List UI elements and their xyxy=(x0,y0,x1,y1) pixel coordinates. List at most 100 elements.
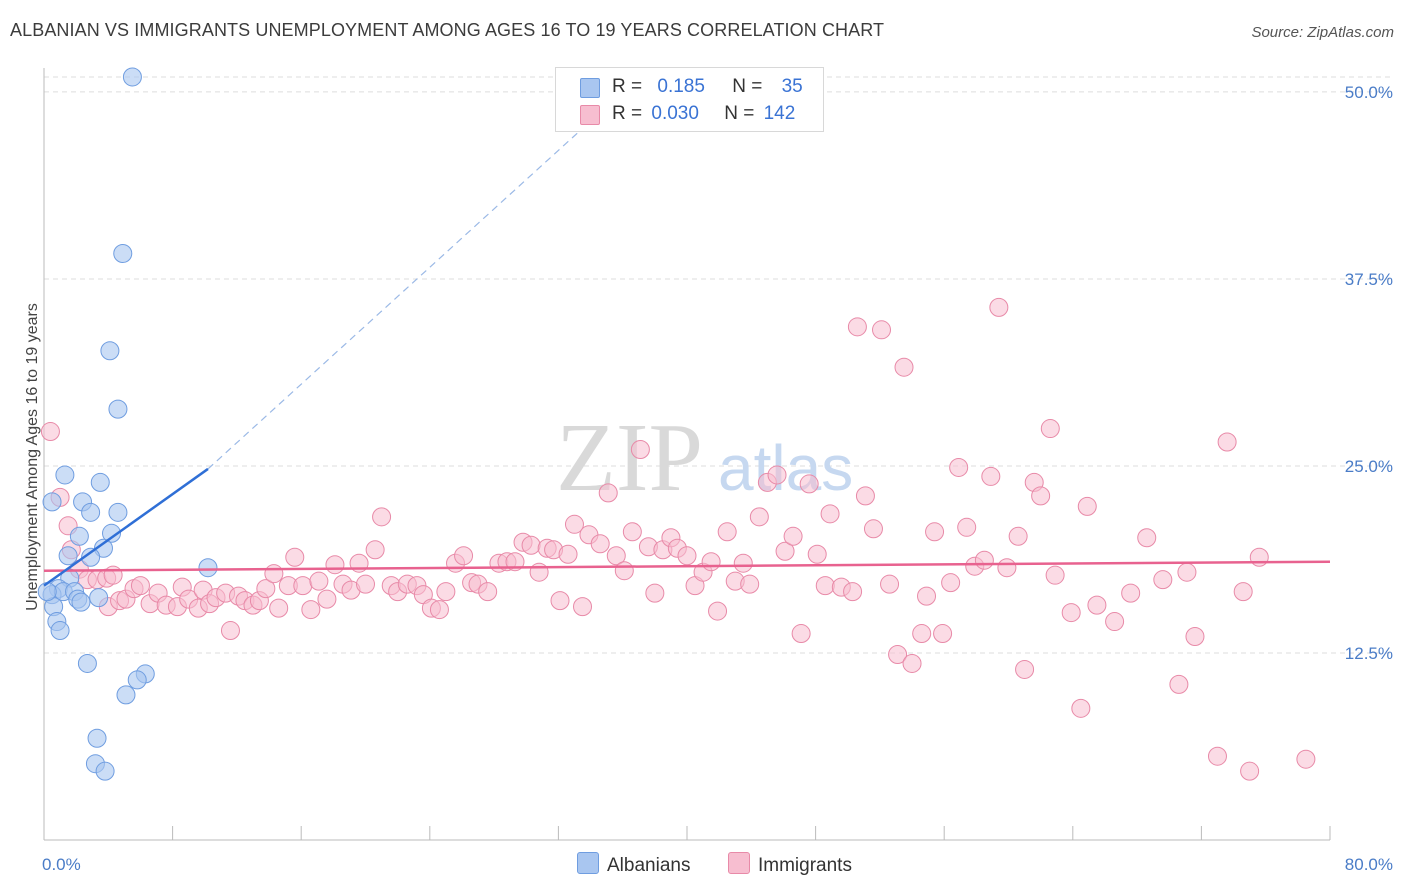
albanians-point xyxy=(198,558,218,578)
immigrants-point xyxy=(436,582,456,602)
immigrants-point xyxy=(775,541,795,561)
x-tick-label: 0.0% xyxy=(42,855,81,874)
y-tick-label: 50.0% xyxy=(1345,83,1393,102)
immigrants-point xyxy=(843,582,863,602)
immigrants-point xyxy=(791,624,811,644)
x-tick-label: 80.0% xyxy=(1345,855,1393,874)
immigrants-point xyxy=(573,597,593,617)
immigrants-point xyxy=(1207,746,1227,766)
immigrants-point xyxy=(550,591,570,611)
albanians-point xyxy=(108,502,128,522)
immigrants-point xyxy=(981,466,1001,486)
immigrants-point xyxy=(1121,583,1141,603)
immigrants-point xyxy=(293,576,313,596)
n-label: N = xyxy=(732,76,763,97)
immigrants-point xyxy=(894,357,914,377)
albanians-swatch xyxy=(580,78,600,98)
immigrants-trend-line xyxy=(43,560,1331,572)
immigrants-point xyxy=(1031,486,1051,506)
immigrants-point xyxy=(309,571,329,591)
immigrants-point xyxy=(767,465,787,485)
legend: Albanians Immigrants xyxy=(0,852,1406,878)
immigrants-point xyxy=(356,574,375,594)
immigrants-point xyxy=(847,317,867,337)
albanians-point xyxy=(37,582,57,602)
legend-item-albanians[interactable]: Albanians xyxy=(577,852,690,877)
immigrants-point xyxy=(997,558,1017,578)
watermark-zip: ZIP xyxy=(556,404,703,512)
immigrants-point xyxy=(1071,698,1091,718)
immigrants-point xyxy=(365,540,385,560)
albanians-point xyxy=(81,547,101,567)
immigrants-point xyxy=(917,586,937,606)
watermark-atlas: atlas xyxy=(718,432,853,504)
immigrants-point xyxy=(1061,603,1081,623)
immigrants-point xyxy=(529,562,549,582)
immigrants-point xyxy=(325,555,345,575)
albanians-point xyxy=(50,621,70,641)
albanians-point xyxy=(69,526,89,546)
immigrants-point xyxy=(902,653,922,673)
immigrants-point xyxy=(301,600,321,620)
n-label: N = xyxy=(724,103,755,124)
immigrants-point xyxy=(645,583,665,603)
immigrants-point xyxy=(855,486,875,506)
immigrants-point xyxy=(622,522,642,542)
r-value: 0.185 xyxy=(657,76,705,97)
immigrants-point xyxy=(677,546,697,566)
albanians-point xyxy=(77,653,97,673)
stats-box: R = 0.185 N = 35 R = 0.030 N = 142 xyxy=(555,67,824,132)
albanians-point xyxy=(127,670,147,690)
immigrants-point xyxy=(256,579,276,599)
immigrants-point xyxy=(1217,432,1237,452)
immigrants-point xyxy=(708,601,728,621)
legend-item-immigrants[interactable]: Immigrants xyxy=(728,852,852,877)
immigrants-point xyxy=(799,474,819,494)
immigrants-point xyxy=(1105,612,1125,632)
immigrants-point xyxy=(872,320,892,340)
immigrants-point xyxy=(933,624,953,644)
immigrants-point xyxy=(614,561,634,581)
albanians-point xyxy=(102,523,122,543)
y-tick-label: 37.5% xyxy=(1345,270,1393,289)
immigrants-point xyxy=(888,644,908,664)
albanians-point xyxy=(58,546,78,566)
immigrants-point xyxy=(783,526,803,546)
immigrants-point xyxy=(740,574,760,594)
albanians-point xyxy=(95,761,115,781)
immigrants-point xyxy=(598,483,618,503)
immigrants-point xyxy=(880,574,900,594)
immigrants-point xyxy=(429,600,449,620)
immigrants-point xyxy=(1185,627,1205,647)
immigrants-point xyxy=(130,576,150,596)
immigrants-point xyxy=(269,598,289,618)
trend-lines xyxy=(43,91,1331,587)
immigrants-point xyxy=(1169,674,1189,694)
source-credit: Source: ZipAtlas.com xyxy=(1251,24,1394,41)
stats-text-immigrants: R = 0.030 N = 142 xyxy=(612,103,795,125)
immigrants-point xyxy=(1177,562,1197,582)
immigrants-point xyxy=(941,573,961,593)
immigrants-point xyxy=(372,507,392,527)
albanians-point xyxy=(87,728,107,748)
immigrants-point xyxy=(558,544,578,564)
immigrants-point xyxy=(1008,526,1028,546)
immigrants-point xyxy=(974,550,994,570)
immigrants-point xyxy=(717,522,737,542)
immigrants-legend-swatch xyxy=(728,852,750,874)
watermark: ZIP atlas xyxy=(556,404,853,512)
n-value: 35 xyxy=(781,76,803,97)
immigrants-point xyxy=(989,297,1009,317)
immigrants-point xyxy=(264,564,284,584)
immigrants-point xyxy=(317,589,337,609)
immigrants-point xyxy=(478,582,498,602)
immigrants-point xyxy=(1087,595,1107,615)
immigrants-point xyxy=(820,504,840,524)
immigrants-point xyxy=(815,576,835,596)
chart-title: ALBANIAN VS IMMIGRANTS UNEMPLOYMENT AMON… xyxy=(10,20,885,40)
immigrants-point xyxy=(103,565,123,585)
albanians-points xyxy=(37,67,218,781)
immigrants-point xyxy=(925,522,945,542)
immigrants-point xyxy=(701,552,721,572)
